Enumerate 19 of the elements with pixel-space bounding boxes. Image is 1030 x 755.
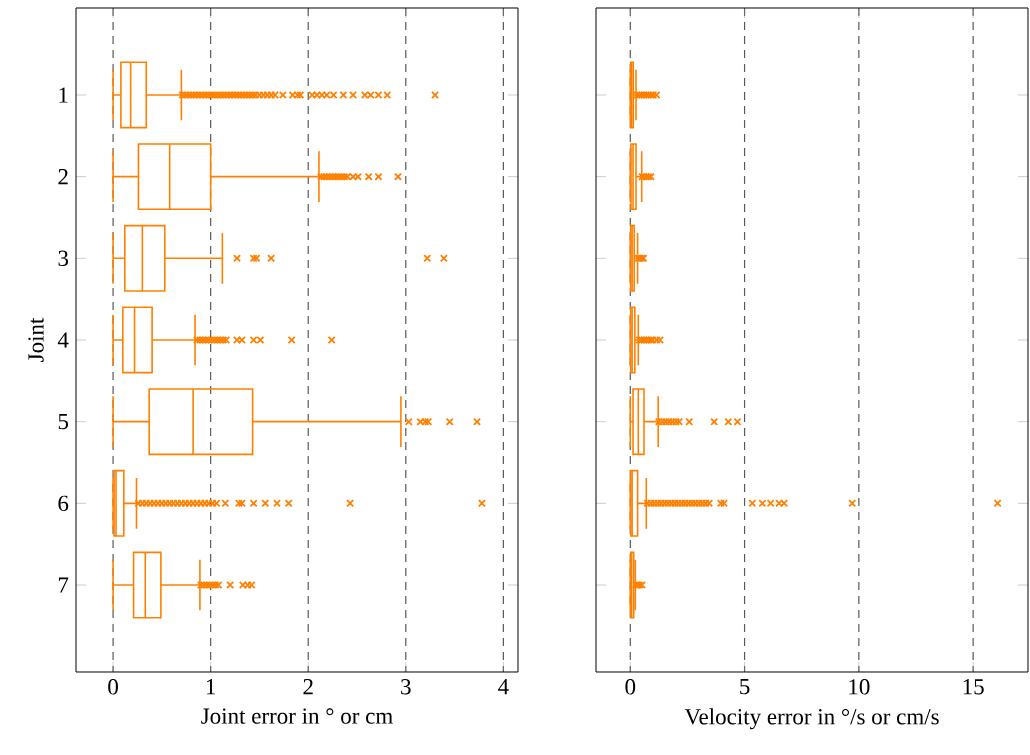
y-tick-label: 5 [58, 414, 69, 430]
x-tick-label: 1 [206, 679, 215, 695]
x-tick-label: 5 [740, 679, 750, 695]
x-tick-label: 3 [401, 679, 411, 695]
x-tick-label: 10 [849, 679, 870, 695]
y-axis-title: Joint [28, 317, 44, 362]
y-tick-label: 7 [58, 577, 69, 593]
y-tick-label: 3 [58, 250, 69, 267]
x-tick-label: 2 [303, 679, 313, 695]
x-tick-label: 15 [963, 679, 984, 695]
y-tick-label: 6 [58, 495, 69, 512]
x-tick-label: 0 [108, 679, 118, 695]
y-tick-label: 1 [59, 87, 68, 103]
x-tick-label: 0 [625, 679, 636, 695]
y-tick-label: 2 [58, 169, 68, 185]
y-tick-label: 4 [57, 332, 69, 348]
x-axis-title: Velocity error in °/s or cm/s [684, 708, 939, 730]
x-axis-title: Joint error in ° or cm [201, 708, 393, 724]
x-tick-label: 4 [498, 679, 509, 695]
